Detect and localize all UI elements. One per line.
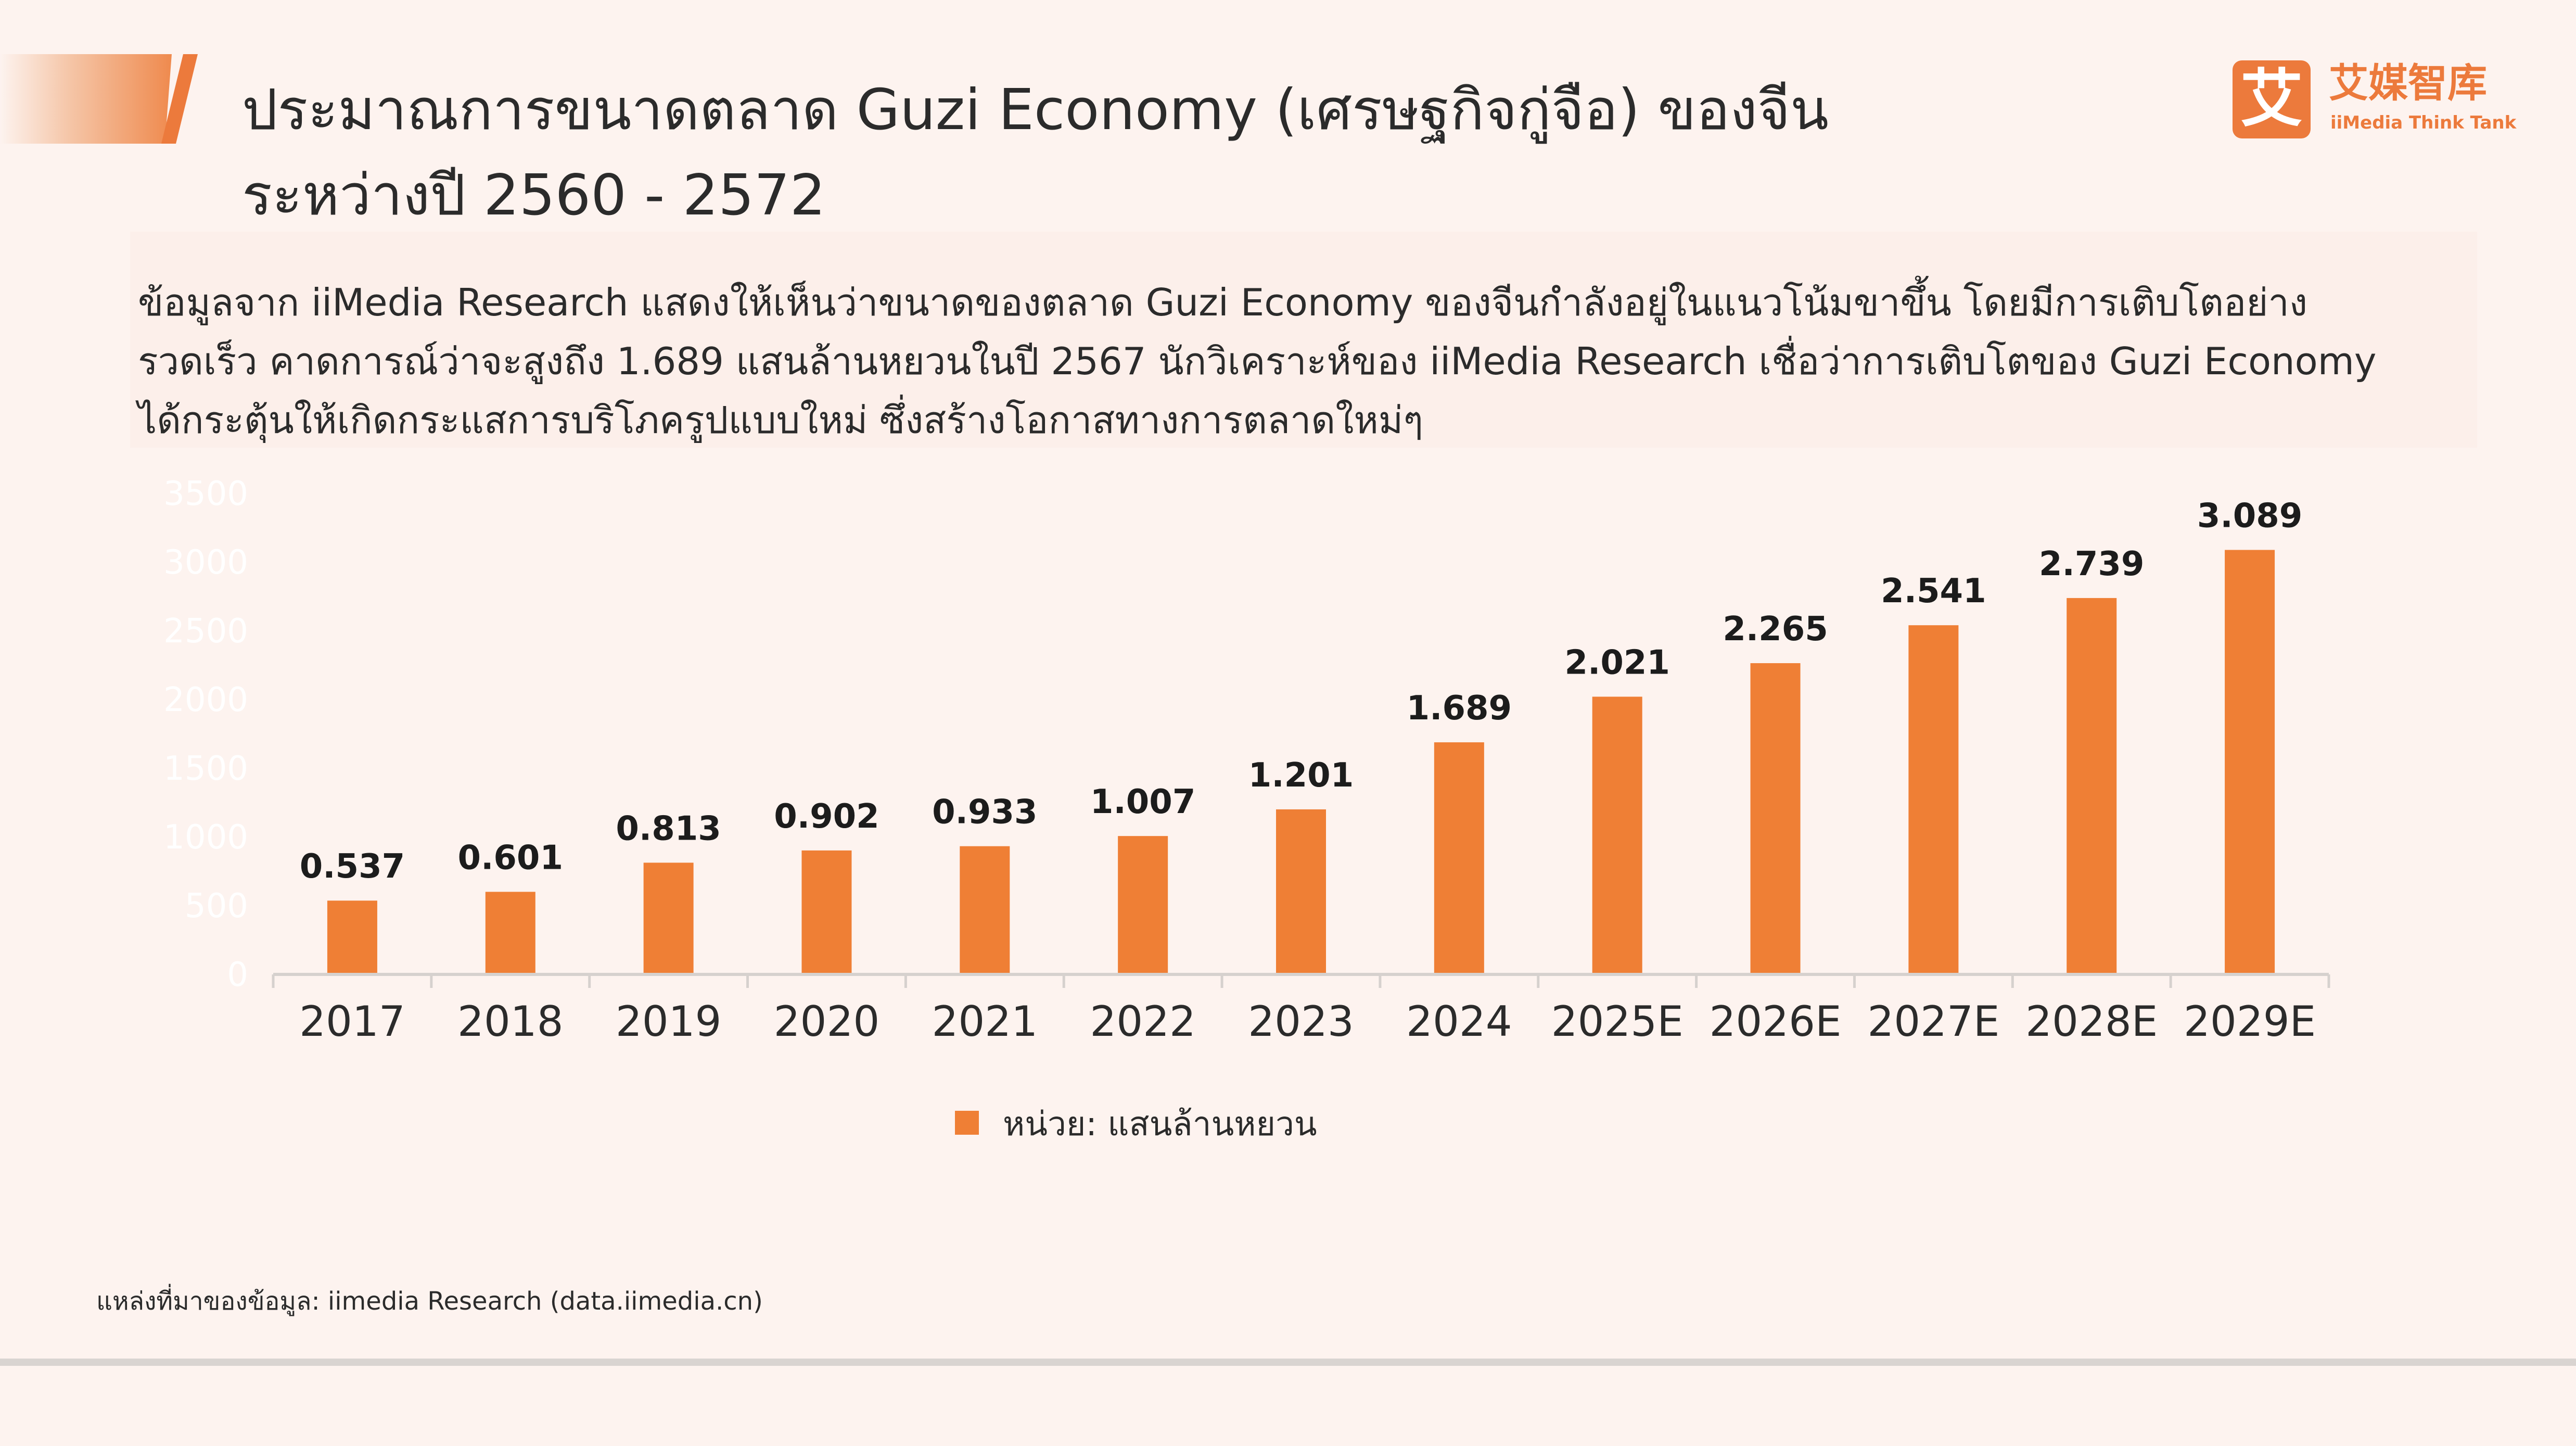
- bar-value-label: 0.537: [300, 847, 405, 886]
- y-tick-label: 3000: [163, 543, 248, 582]
- logo-mark-icon: 艾: [2233, 60, 2311, 138]
- y-tick-label: 3500: [163, 475, 248, 513]
- y-tick-label: 500: [185, 887, 248, 925]
- bar: [1908, 625, 1959, 974]
- bar-value-label: 0.902: [774, 797, 879, 836]
- page-title: ประมาณการขนาดตลาด Guzi Economy (เศรษฐกิจ…: [242, 68, 2063, 238]
- x-tick-label: 2026E: [1709, 997, 1841, 1046]
- bar-value-label: 1.007: [1090, 783, 1195, 821]
- y-tick-label: 0: [227, 956, 248, 994]
- x-tick-label: 2020: [774, 997, 880, 1046]
- x-tick-label: 2025E: [1551, 997, 1684, 1046]
- y-tick-label: 2000: [163, 681, 248, 719]
- description-line-3: ได้กระตุ้นให้เกิดกระแสการบริโภครูปแบบใหม…: [138, 398, 1423, 442]
- bar-value-label: 2.739: [2039, 545, 2144, 584]
- bar: [1276, 809, 1326, 974]
- x-tick-label: 2018: [457, 997, 564, 1046]
- bar-value-label: 0.813: [616, 809, 721, 848]
- legend-swatch: [955, 1111, 979, 1135]
- y-axis-ticks: 0 500 1000 1500 2000 2500 3000 3500: [163, 475, 248, 994]
- bar-value-label: 2.541: [1881, 572, 1986, 611]
- iimedia-logo: 艾 艾媒智库 iiMedia Think Tank: [2233, 57, 2524, 141]
- bar-value-label: 0.601: [458, 839, 563, 877]
- description-line-2: รวดเร็ว คาดการณ์ว่าจะสูงถึง 1.689 แสนล้า…: [138, 339, 2377, 383]
- bar: [1750, 663, 1801, 974]
- bar: [1118, 836, 1168, 974]
- description-line-1: ข้อมูลจาก iiMedia Research แสดงให้เห็นว่…: [138, 281, 2308, 324]
- x-tick-label: 2028E: [2025, 997, 2158, 1046]
- bar-value-label: 1.201: [1248, 756, 1354, 795]
- bar: [2225, 550, 2275, 974]
- description-background: [130, 232, 2477, 448]
- header-accent-bar: [0, 54, 172, 144]
- x-tick-label: 2017: [299, 997, 405, 1046]
- x-tick-label: 2024: [1406, 997, 1512, 1046]
- bar-value-label: 2.021: [1564, 643, 1669, 682]
- title-line-2: ระหว่างปี 2560 - 2572: [242, 163, 826, 228]
- bar-value-label: 1.689: [1407, 689, 1512, 728]
- bar: [1592, 696, 1642, 974]
- bar: [960, 846, 1010, 974]
- bars-group: 0.537 0.601 0.813 0.902 0.933 1.007 1.201 1.689…: [300, 497, 2302, 974]
- bar: [327, 900, 377, 974]
- bar-value-label: 2.265: [1723, 610, 1828, 649]
- bar: [2067, 598, 2117, 974]
- description-text: ข้อมูลจาก iiMedia Research แสดงให้เห็นว่…: [138, 273, 2464, 450]
- source-note: แหล่งที่มาของข้อมูล: iimedia Research (d…: [96, 1287, 763, 1316]
- footer-divider: [0, 1359, 2576, 1366]
- bar: [801, 850, 852, 974]
- x-tick-label: 2029E: [2184, 997, 2316, 1046]
- title-line-1: ประมาณการขนาดตลาด Guzi Economy (เศรษฐกิจ…: [242, 78, 1829, 143]
- x-axis: 2017 2018 2019 2020 2021 2022 2023 2024 2025E 202…: [272, 973, 2330, 1046]
- bar-value-label: 0.933: [932, 793, 1037, 832]
- bar: [643, 862, 694, 974]
- logo-english-text: iiMedia Think Tank: [2330, 112, 2517, 133]
- bar: [1434, 742, 1484, 974]
- x-tick-label: 2027E: [1867, 997, 1999, 1046]
- logo-chinese-text: 艾媒智库: [2329, 60, 2487, 106]
- x-tick-label: 2023: [1248, 997, 1354, 1046]
- x-tick-label: 2021: [932, 997, 1038, 1046]
- legend-label: หน่วย: แสนล้านหยวน: [1003, 1105, 1317, 1144]
- x-tick-label: 2019: [616, 997, 722, 1046]
- y-tick-label: 1000: [163, 818, 248, 857]
- y-tick-label: 1500: [163, 750, 248, 788]
- y-tick-label: 2500: [163, 612, 248, 651]
- bar-value-label: 3.089: [2197, 497, 2302, 536]
- x-tick-label: 2022: [1090, 997, 1196, 1046]
- bar: [485, 892, 535, 974]
